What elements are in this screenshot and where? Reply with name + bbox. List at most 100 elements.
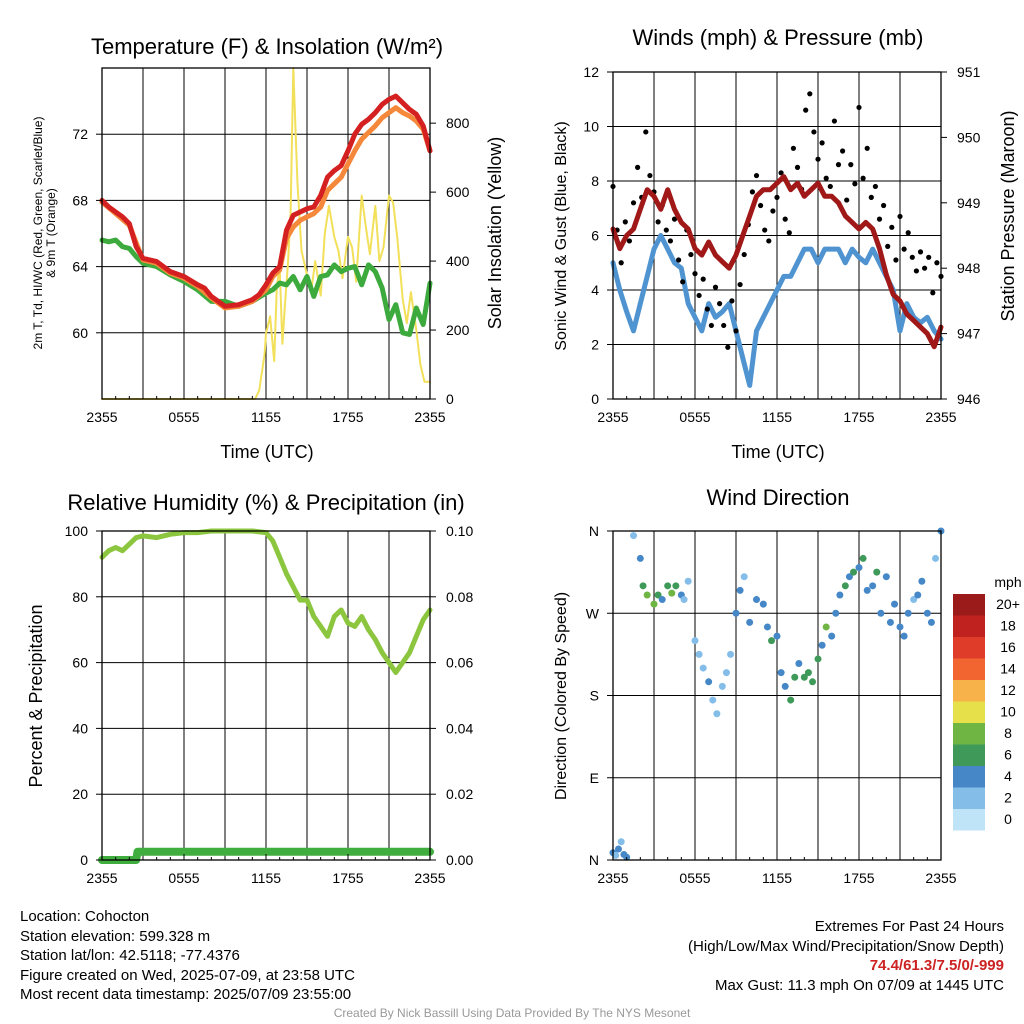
extremes-title: Extremes For Past 24 Hours (814, 918, 1004, 935)
gust-point (815, 156, 821, 162)
wind-direction-point (672, 582, 680, 590)
extremes-subtitle: (High/Low/Max Wind/Precipitation/Snow De… (688, 937, 1004, 955)
colorbar-swatch (953, 809, 985, 831)
colorbar-label: 2 (1004, 790, 1012, 806)
gust-point (885, 243, 891, 249)
x-tick-label: 1155 (251, 870, 281, 886)
2m-td-line (99, 237, 433, 337)
gust-point (811, 129, 817, 135)
wind-direction-point (713, 710, 721, 718)
wind-direction-point (691, 637, 699, 645)
wind-direction-point (804, 669, 812, 677)
colorbar-label: 8 (1004, 725, 1012, 741)
wind-direction-panel: Wind Direction 2355 0555 1155 1755 2355 N E S W N… (553, 485, 1022, 886)
x-tick-label: 1755 (332, 870, 363, 886)
winds-panel: Winds (mph) & Pressure (mb) 2355 0555 1155… (553, 25, 1018, 462)
y-tick-label-right: 950 (957, 129, 981, 145)
colorbar-label: 20+ (996, 596, 1020, 612)
wind-direction-point (822, 623, 830, 631)
wind-direction-point (809, 678, 817, 686)
y-tick-label-left: 4 (591, 282, 599, 298)
gust-point (643, 129, 649, 135)
gust-point (626, 238, 633, 244)
gust-point (753, 172, 760, 179)
colorbar-swatch (953, 701, 985, 723)
y-tick-label-left: 64 (72, 259, 88, 275)
relative-humidity-line (99, 528, 433, 675)
wind-direction-point (814, 655, 822, 663)
wind-direction-point (736, 586, 744, 594)
station-elevation: Station elevation: 599.328 m (20, 927, 211, 945)
y-tick-label-left: E (590, 770, 599, 786)
wind-direction-point (859, 554, 867, 562)
y-tick-label-right: 600 (446, 184, 470, 200)
colorbar-swatch (953, 766, 985, 788)
gust-point (860, 175, 866, 181)
x-tick-label: 0555 (168, 409, 199, 425)
gust-point (930, 290, 936, 296)
x-tick-label: 1755 (332, 409, 363, 425)
gust-point (622, 219, 628, 225)
wind-direction-point (699, 664, 707, 672)
humidity-panel: Relative Humidity (%) & Precipitation (i… (26, 490, 473, 886)
y-tick-label-right: 0.02 (446, 786, 473, 802)
gust-point (630, 200, 637, 206)
wind-direction-point (896, 623, 904, 631)
temperature-xlabel: Time (UTC) (220, 442, 313, 462)
gust-point (778, 170, 784, 176)
wind-direction-point (873, 568, 881, 576)
gust-point (774, 194, 780, 200)
x-tick-label: 2355 (86, 870, 117, 886)
gust-point (823, 175, 829, 181)
wind-direction-point (923, 609, 931, 617)
winds-panel-title: Winds (mph) & Pressure (mb) (633, 25, 924, 50)
wind-direction-point (768, 637, 776, 645)
wind-direction-point (910, 596, 918, 604)
gust-point (635, 164, 641, 170)
gust-point (770, 208, 776, 214)
x-tick-label: 1755 (843, 870, 874, 886)
x-tick-label: 2355 (414, 409, 445, 425)
colorbar-swatch (953, 744, 985, 766)
colorbar-swatch (953, 787, 985, 809)
speed-colorbar: 0 2 4 6 8 10 12 14 16 18 20+ (953, 594, 1020, 831)
wind-direction-point (709, 696, 717, 704)
wind-direction-point (791, 673, 799, 681)
wind-direction-point (781, 682, 789, 690)
y-tick-label-left: 0 (80, 852, 88, 868)
wind-direction-point (684, 577, 692, 585)
wind-direction-panel-title: Wind Direction (706, 485, 849, 510)
wind-direction-point (877, 609, 885, 617)
wind-direction-point (630, 532, 637, 540)
2m-t-line (99, 93, 433, 309)
y-tick-label-left: 40 (72, 720, 88, 736)
wind-direction-ylabel: Direction (Colored By Speed) (553, 592, 570, 800)
colorbar-label: 14 (1000, 661, 1016, 677)
wind-direction-point (658, 596, 666, 604)
x-tick-label: 1755 (843, 409, 874, 425)
y-tick-label-right: 947 (957, 326, 981, 342)
wind-direction-point (904, 609, 912, 617)
gust-point (922, 265, 928, 271)
y-tick-label-right: 948 (957, 260, 981, 276)
wind-direction-point (639, 582, 647, 590)
gust-point (712, 284, 719, 290)
gust-point (901, 246, 907, 252)
y-tick-label-left: 2 (591, 337, 599, 353)
colorbar-swatch (953, 658, 985, 680)
y-tick-label-right: 951 (957, 64, 981, 80)
temperature-ylabel-right: Solar Insolation (Yellow) (485, 137, 505, 329)
gust-point (696, 292, 702, 299)
colorbar-swatch (953, 594, 985, 616)
gust-point (889, 224, 895, 230)
x-tick-label: 2355 (925, 409, 956, 425)
wind-direction-point (612, 851, 620, 859)
y-tick-label-left: W (586, 605, 600, 621)
colorbar-swatch (953, 680, 985, 702)
wind-direction-point (918, 577, 926, 585)
colorbar-label: 6 (1004, 747, 1012, 763)
colorbar-label: 18 (1000, 618, 1016, 634)
wind-direction-point (759, 600, 767, 608)
wind-direction-point (818, 641, 826, 649)
